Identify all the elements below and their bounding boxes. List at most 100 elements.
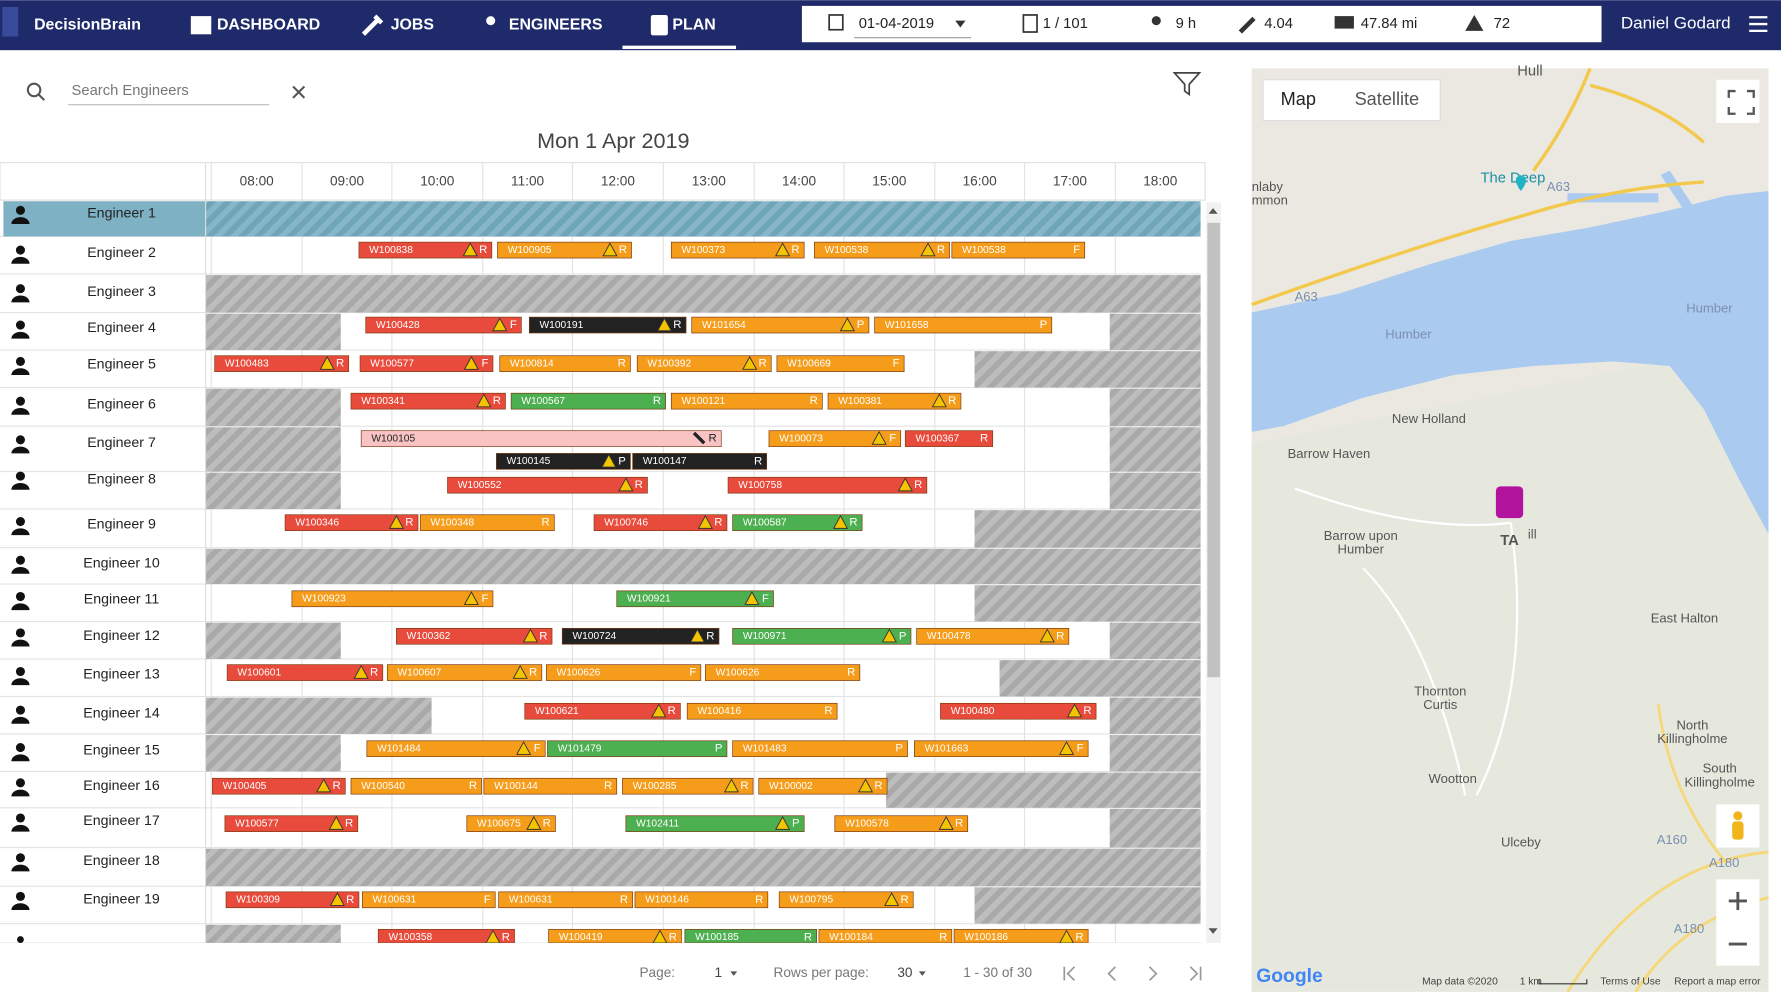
engineer-name[interactable]: Engineer 1 xyxy=(87,205,156,221)
task[interactable] xyxy=(225,891,360,909)
engineer-name[interactable]: Engineer 10 xyxy=(83,555,160,571)
map-footer[interactable]: Report a map error xyxy=(1674,976,1761,987)
rows-select[interactable]: 30 xyxy=(897,965,913,980)
task[interactable] xyxy=(827,392,962,410)
task[interactable] xyxy=(670,392,823,410)
nav-item[interactable]: DASHBOARD xyxy=(217,16,320,33)
map-footer[interactable]: Terms of Use xyxy=(1600,976,1661,987)
engineer-name[interactable]: Engineer 6 xyxy=(87,396,156,412)
task[interactable] xyxy=(625,815,805,832)
task[interactable] xyxy=(498,891,634,909)
task[interactable] xyxy=(727,476,928,494)
task[interactable] xyxy=(212,777,346,795)
user-name[interactable]: Daniel Godard xyxy=(1621,14,1731,33)
search-input[interactable]: Search Engineers xyxy=(72,83,189,99)
task[interactable] xyxy=(497,241,632,259)
engineer-name[interactable]: Engineer 15 xyxy=(83,743,160,759)
scrollbar-thumb[interactable] xyxy=(1207,222,1220,678)
task[interactable] xyxy=(360,430,722,447)
page-select[interactable]: 1 xyxy=(714,965,722,980)
task[interactable] xyxy=(291,590,494,608)
task[interactable] xyxy=(447,476,648,494)
task[interactable] xyxy=(634,891,769,909)
task[interactable] xyxy=(483,777,618,795)
task[interactable] xyxy=(951,241,1086,259)
task[interactable] xyxy=(670,241,805,259)
engineer-name[interactable]: Engineer 3 xyxy=(87,284,156,300)
engineer-name[interactable]: Engineer 12 xyxy=(83,628,160,644)
engineer-name[interactable]: Engineer 7 xyxy=(87,435,156,451)
task[interactable] xyxy=(510,392,666,410)
task[interactable] xyxy=(365,316,522,334)
map-button[interactable]: Map xyxy=(1281,89,1316,109)
fullscreen-button[interactable] xyxy=(1716,79,1760,123)
engineer-name[interactable]: Engineer 16 xyxy=(83,778,160,794)
engineer-name[interactable]: Engineer 9 xyxy=(87,517,156,533)
nav-item[interactable]: PLAN xyxy=(672,16,715,33)
task[interactable] xyxy=(778,891,914,909)
dropdown-icon[interactable] xyxy=(730,971,738,976)
task[interactable] xyxy=(593,514,728,531)
task[interactable] xyxy=(547,740,728,758)
task[interactable] xyxy=(524,702,681,720)
engineer-name[interactable]: Engineer 17 xyxy=(83,813,160,829)
nav-item[interactable]: JOBS xyxy=(391,16,434,33)
dropdown-icon[interactable] xyxy=(955,20,966,28)
task[interactable] xyxy=(622,777,754,795)
task[interactable] xyxy=(561,627,720,645)
task[interactable] xyxy=(361,891,496,909)
task[interactable] xyxy=(224,815,359,832)
task[interactable] xyxy=(496,453,631,470)
task[interactable] xyxy=(834,815,969,832)
engineer-name[interactable]: Engineer 18 xyxy=(83,853,160,869)
task[interactable] xyxy=(814,241,950,259)
task[interactable] xyxy=(528,316,687,334)
map-button[interactable]: Satellite xyxy=(1355,89,1420,109)
task[interactable] xyxy=(545,664,702,681)
engineer-name[interactable]: Engineer 4 xyxy=(87,320,156,336)
task[interactable] xyxy=(940,702,1097,720)
task[interactable] xyxy=(366,740,546,758)
task[interactable] xyxy=(214,355,350,372)
task[interactable] xyxy=(359,355,494,372)
task[interactable] xyxy=(358,241,493,259)
task[interactable] xyxy=(874,316,1053,334)
task[interactable] xyxy=(914,740,1089,758)
task[interactable] xyxy=(350,777,482,795)
engineer-name[interactable]: Engineer 13 xyxy=(83,667,160,683)
engineer-name[interactable]: Engineer 19 xyxy=(83,892,160,908)
task[interactable] xyxy=(705,664,861,681)
task[interactable] xyxy=(499,355,631,372)
engineer-name[interactable]: Engineer 11 xyxy=(84,592,160,608)
task[interactable] xyxy=(732,514,863,531)
task[interactable] xyxy=(284,514,419,531)
page-nav[interactable] xyxy=(1063,966,1202,982)
filter-icon[interactable] xyxy=(1172,72,1202,97)
engineer-name[interactable]: Engineer 14 xyxy=(83,705,160,721)
task[interactable] xyxy=(758,777,888,795)
task[interactable] xyxy=(396,627,553,645)
task[interactable] xyxy=(732,627,912,645)
task[interactable] xyxy=(632,453,768,470)
task[interactable] xyxy=(768,430,902,447)
task[interactable] xyxy=(350,392,506,410)
selected-name[interactable] xyxy=(3,201,206,237)
clear-icon[interactable] xyxy=(292,85,306,99)
task[interactable] xyxy=(419,514,555,531)
date[interactable]: 01-04-2019 xyxy=(859,16,934,32)
task[interactable] xyxy=(904,430,994,447)
engineer-name[interactable]: Engineer 5 xyxy=(87,357,156,373)
bell-icon[interactable] xyxy=(1574,15,1588,31)
task[interactable] xyxy=(732,740,908,758)
engineer-name[interactable]: Engineer 8 xyxy=(87,471,156,487)
task[interactable] xyxy=(686,702,838,720)
engineer-marker[interactable] xyxy=(1495,486,1524,519)
task[interactable] xyxy=(616,590,774,608)
task[interactable] xyxy=(226,664,384,681)
engineer-name[interactable]: Engineer 2 xyxy=(87,245,156,261)
nav-item[interactable]: ENGINEERS xyxy=(509,16,603,33)
menu-icon[interactable] xyxy=(1749,16,1768,33)
dropdown-icon[interactable] xyxy=(918,971,926,976)
task[interactable] xyxy=(386,664,543,681)
task[interactable] xyxy=(776,355,905,372)
